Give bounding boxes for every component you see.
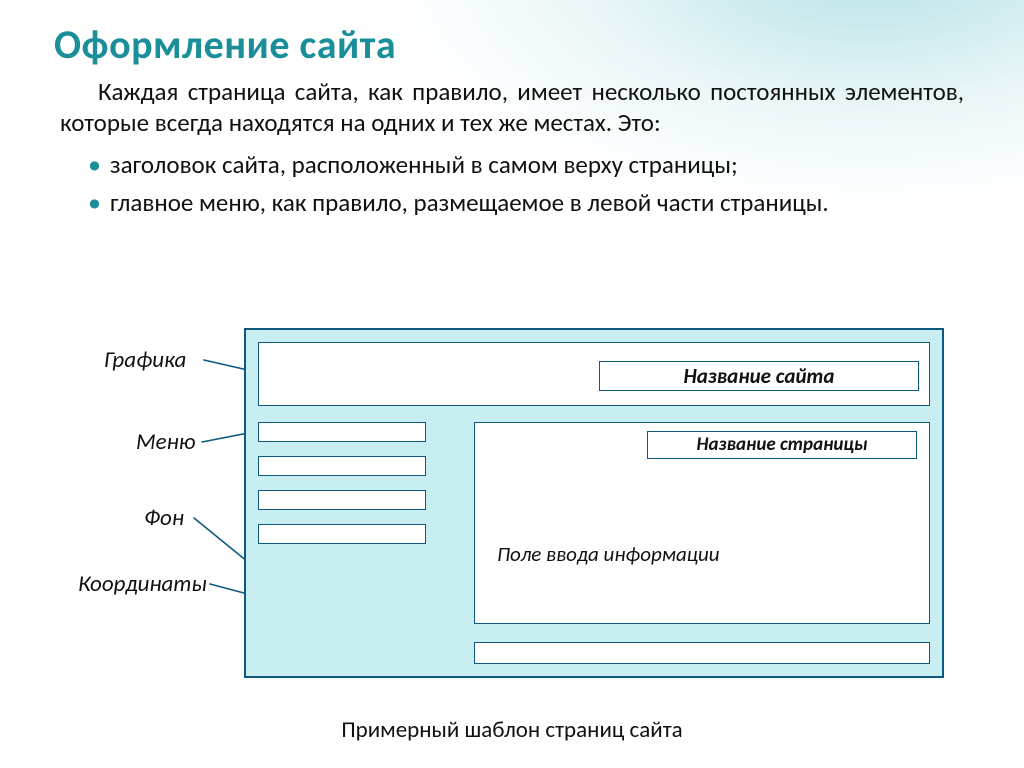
mockup-menu-column [258,422,426,558]
mockup-footer-bar [474,642,930,664]
mockup-menu-item [258,422,426,442]
page-mockup: Название сайта Название страницы Поле вв… [244,328,944,678]
mockup-menu-item [258,524,426,544]
mockup-input-field-label: Поле ввода информации [497,541,720,567]
bullet-item: заголовок сайта, расположенный в самом в… [88,149,970,181]
mockup-menu-item [258,490,426,510]
bullet-list: заголовок сайта, расположенный в самом в… [88,149,970,219]
diagram-caption: Примерный шаблон страниц сайта [54,716,970,744]
label-coordinates: Координаты [78,570,207,598]
diagram: Графика Меню Фон Координаты Название сай… [54,324,970,746]
mockup-content-box: Название страницы Поле ввода информации [474,422,930,624]
slide-title: Оформление сайта [54,24,970,66]
mockup-header-box: Название сайта [258,342,930,406]
label-graphics: Графика [104,346,186,374]
mockup-page-title: Название страницы [647,431,917,459]
label-menu: Меню [136,428,195,456]
mockup-menu-item [258,456,426,476]
mockup-site-title: Название сайта [599,361,919,391]
intro-paragraph: Каждая страница сайта, как правило, имее… [60,76,964,139]
label-background: Фон [144,504,184,532]
bullet-item: главное меню, как правило, размещаемое в… [88,187,970,219]
